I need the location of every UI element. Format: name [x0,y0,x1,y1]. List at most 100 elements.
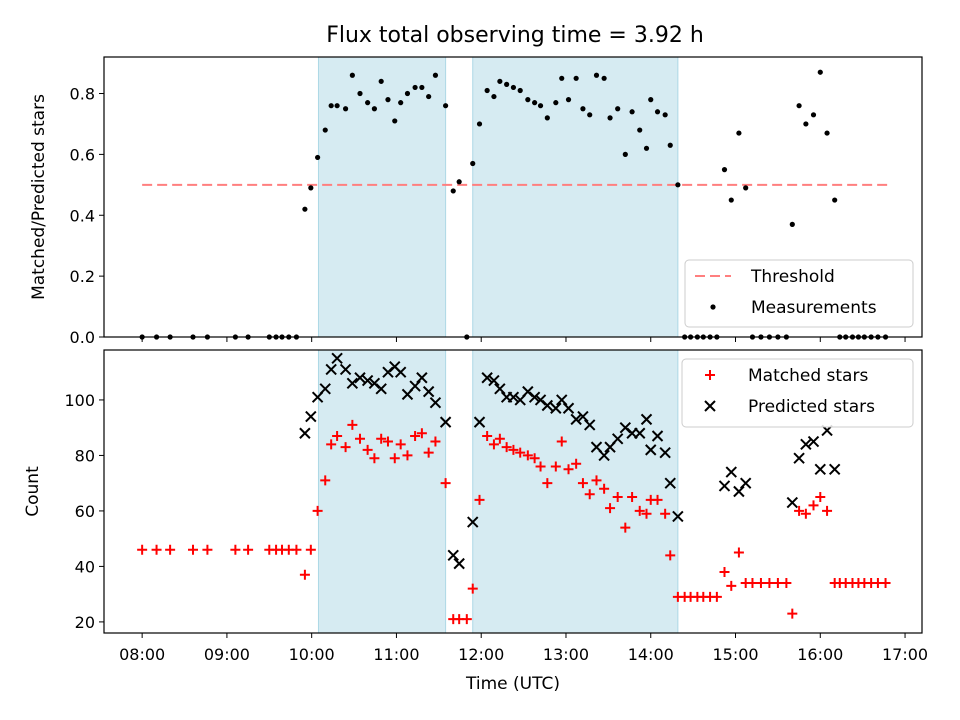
matched-star-point [641,508,652,519]
measurement-point [450,188,456,194]
predicted-star-point [725,466,737,478]
predicted-star-point [640,413,653,426]
matched-star-point [772,578,783,589]
matched-star-point [733,547,744,558]
predicted-star-point [807,435,820,448]
matched-star-point [299,569,310,580]
matched-star-point [474,494,485,505]
measurement-point [432,72,439,78]
x-tick-label: 14:00 [628,645,674,664]
predicted-star-point [481,372,493,384]
measurement-point [565,97,572,103]
y-tick-label: 0.2 [70,267,95,286]
y-tick-label: 100 [64,391,95,410]
matched-star-point [202,544,213,555]
predicted-star-point [739,477,752,489]
predicted-star-point [541,399,554,412]
measurement-point [357,90,363,97]
matched-star-point [535,461,546,472]
observing-window-2 [472,56,679,338]
matched-star-point [599,483,610,494]
matched-star-point [376,433,387,444]
y-axis-label: Matched/Predicted stars [29,94,49,300]
measurement-point [607,115,613,121]
predicted-star-point [672,510,684,523]
matched-star-point [340,442,351,453]
x-tick-label: 12:00 [458,645,504,664]
measurement-point [371,106,378,112]
measurement-point [470,160,476,167]
measurement-point [832,197,838,203]
predicted-star-point [793,452,805,464]
measurement-point [667,142,673,148]
measurement-point [342,106,349,112]
legend-box [681,358,914,428]
matched-star-point [305,544,316,555]
matched-star-point [312,505,323,516]
matched-star-point [416,428,427,439]
measurement-point [675,182,681,188]
predicted-star-point [598,449,610,462]
measurement-point [517,87,523,94]
measurement-point [728,197,734,203]
predicted-star-point [651,430,664,442]
matched-star-point [320,475,331,486]
y-tick-label: 80 [75,446,95,465]
y-tick-label: 40 [75,557,95,576]
predicted-star-point [828,463,841,476]
matched-star-point [747,578,758,589]
measurement-point [497,78,503,84]
legend-box [684,259,914,328]
predicted-star-point [528,391,541,403]
x-tick-label: 15:00 [712,645,758,664]
measurement-point [622,151,628,157]
matched-star-point [440,478,451,489]
predicted-star-point [611,433,624,445]
matched-star-point [402,450,413,461]
measurement-point [593,72,600,78]
figure-title: Flux total observing time = 3.92 h [326,23,704,48]
predicted-star-point [488,374,500,387]
y-tick-label: 60 [75,502,95,521]
bottom-subplot: 20 40 60 80 100 08:00 09:00 10:00 11:00 12:00 13:0… [23,349,928,694]
matched-star-point [634,505,645,516]
predicted-star-point [814,463,826,476]
measurement-point [532,100,538,106]
matched-star-point [794,505,805,516]
predicted-star-point [473,416,486,428]
matched-star-point [880,578,891,589]
predicted-star-point [467,516,479,528]
matched-star-point [188,544,199,555]
matched-star-point [354,433,365,444]
matched-star-point [808,500,819,511]
measurement-point [796,103,802,109]
predicted-star-point [416,372,428,384]
measurement-point [525,97,531,103]
measurement-point [308,185,314,191]
measurement-point [419,84,425,91]
predicted-star-point [346,377,359,390]
measurement-point [456,179,462,185]
measurement-point [721,167,728,173]
predicted-star-point [556,394,568,406]
matched-star-point [508,444,519,455]
predicted-star-point [800,438,812,451]
predicted-star-point [447,549,459,562]
measurement-point [810,112,817,118]
x-tick-label: 17:00 [882,645,928,664]
measurement-point [484,87,490,94]
matched-star-point [529,453,540,464]
measurement-point [559,75,565,81]
legend-predicted-swatch [704,400,716,412]
measurement-point [587,112,593,118]
measurement-point [537,103,544,109]
measurement-point [365,100,371,106]
matched-star-point [488,439,499,450]
measurement-point [510,84,517,91]
matched-star-point [494,433,505,444]
measurement-point [334,103,340,109]
matched-star-point [461,614,472,625]
measurement-point [378,78,384,84]
matched-star-point [781,578,792,589]
matched-star-point [787,608,798,619]
